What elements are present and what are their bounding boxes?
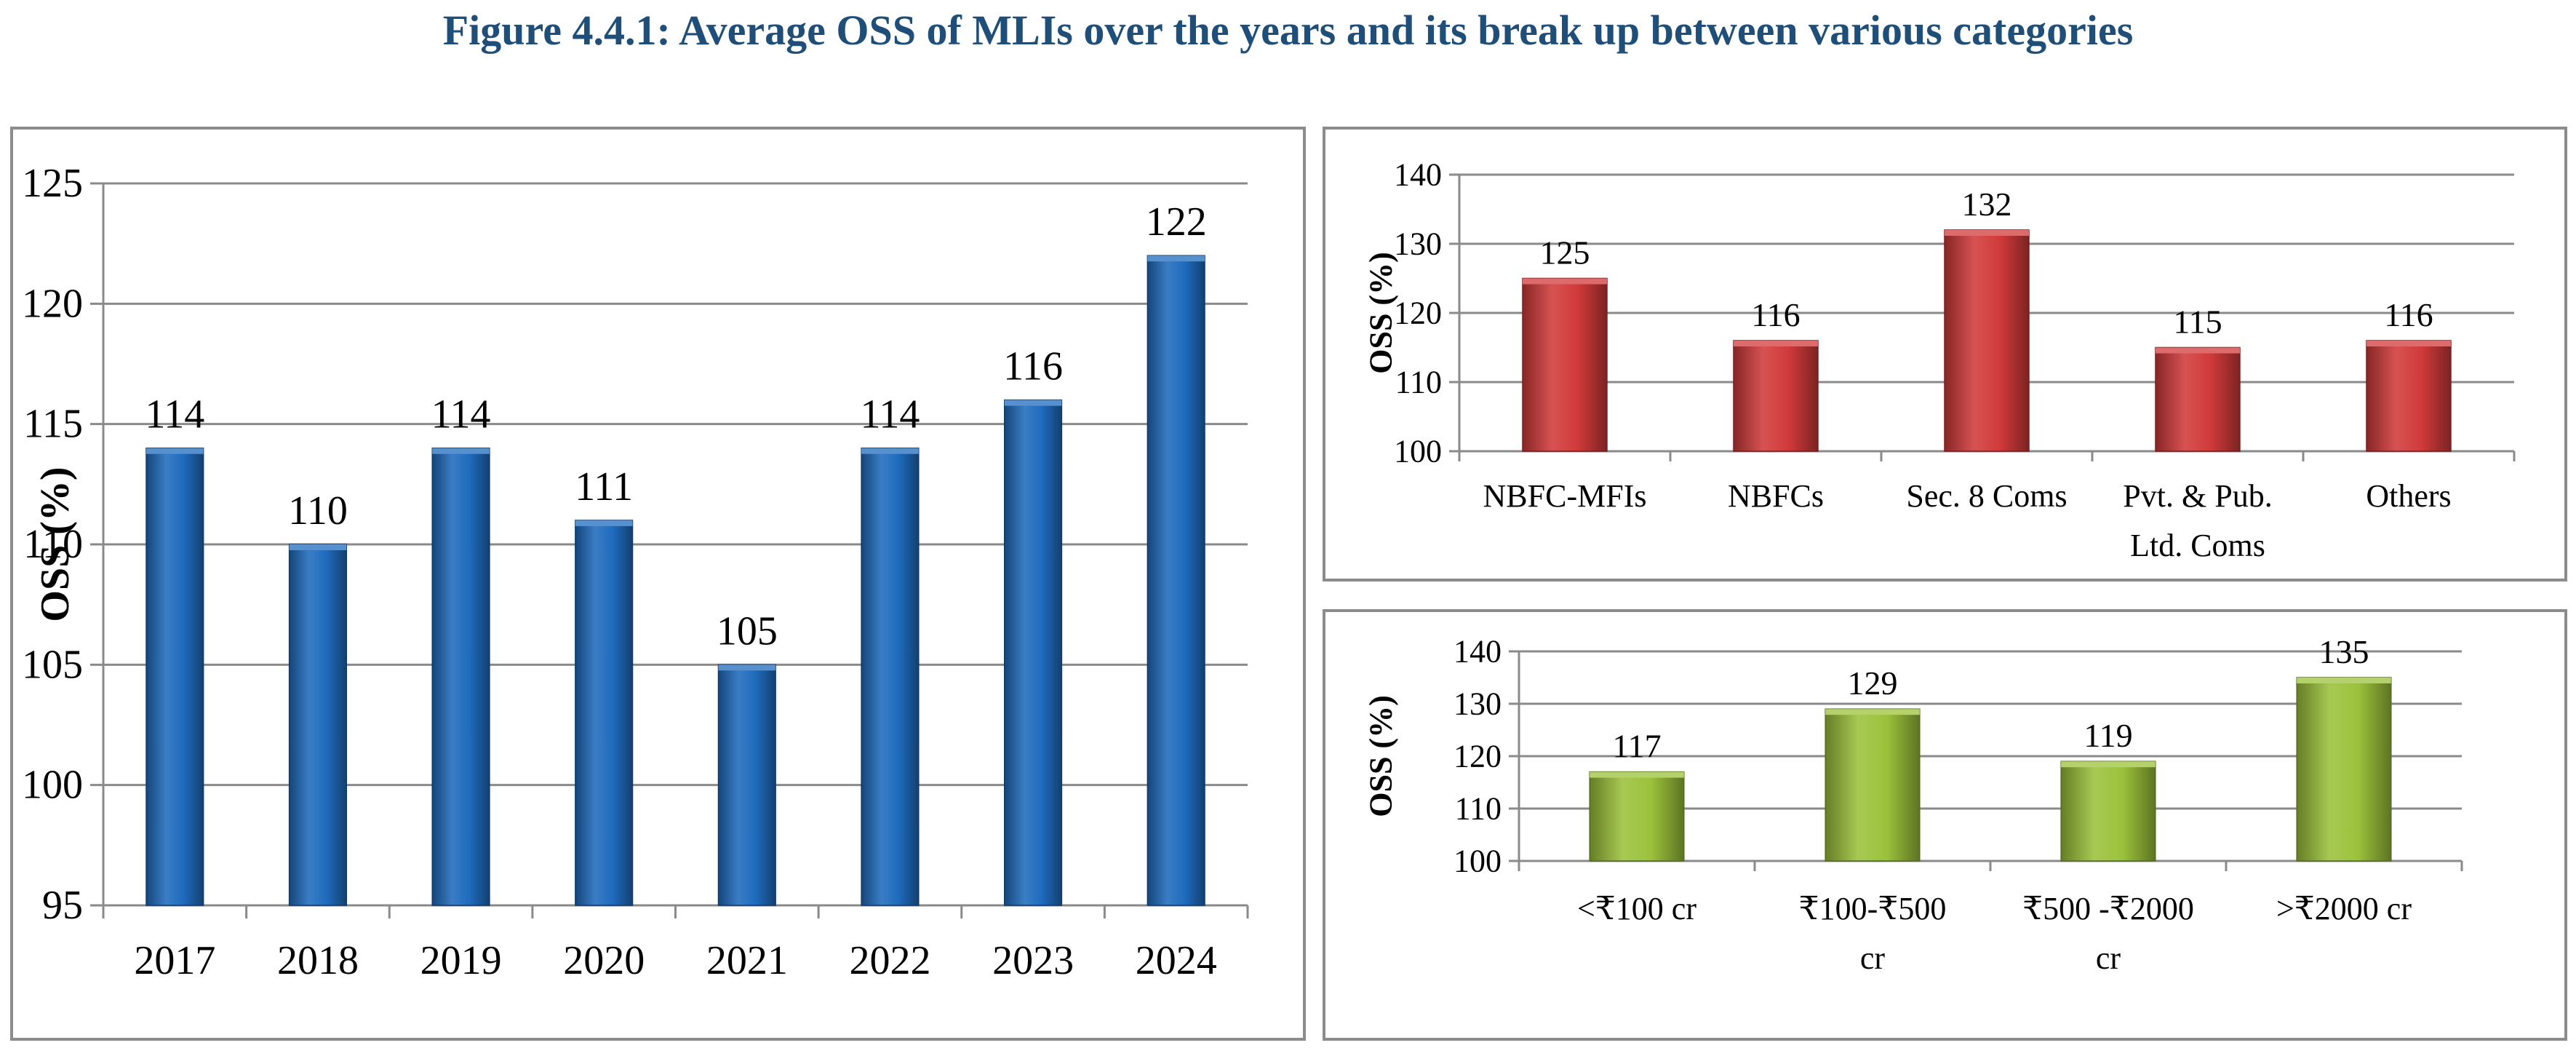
data-label: 129 [1848,664,1898,702]
chart-size: 100 110 120 130 140 OSS (%) 117 <₹100 cr 129 ₹100… [1363,633,2463,976]
y-tick-label: 130 [1394,226,1442,262]
chart-panel-years: 95 100 105 110 115 120 125 OSS (%) 114 2017 110 201… [10,127,1306,1041]
bar-years [145,447,204,906]
bar-highlight [1734,341,1818,346]
bar-highlight [718,664,776,671]
bar-highlight [289,544,347,550]
x-category-label: 2023 [992,938,1074,983]
x-category-label: 2017 [134,938,215,983]
y-axis-title: OSS (%) [1363,252,1399,373]
bar-years [861,447,920,906]
data-label: 110 [288,488,348,533]
data-label: 117 [1612,728,1661,765]
bar-highlight [1147,255,1205,262]
y-axis-title: OSS (%) [1363,695,1399,817]
x-category-label: <₹100 cr [1577,891,1696,926]
bar-highlight [861,448,919,454]
y-tick-label: 115 [23,402,83,447]
data-label: 122 [1146,199,1207,245]
bar-category [1733,340,1819,452]
x-category-label: cr [2096,940,2121,976]
bar-years [717,664,776,906]
bar-highlight [1590,771,1684,778]
bar-size [1825,708,1921,862]
figure-title: Figure 4.4.1: Average OSS of MLIs over t… [442,7,2134,54]
x-category-label: 2021 [706,938,788,983]
data-label: 114 [431,392,491,437]
data-label: 116 [1751,296,1800,333]
chart-panel-size: 100 110 120 130 140 OSS (%) 117 <₹100 cr 129 ₹100… [1323,609,2567,1041]
bar-size [2060,761,2156,862]
bar-years [431,447,490,906]
y-tick-label: 105 [22,642,83,687]
y-tick-label: 110 [1455,791,1502,827]
x-category-label: Others [2366,478,2451,514]
bar-category [1522,277,1608,452]
y-tick-label: 140 [1454,634,1502,670]
bar-category [1944,229,2030,452]
bar-highlight [2366,341,2451,346]
bar-size [1589,771,1685,862]
data-label: 115 [2173,303,2222,341]
data-label: 119 [2083,717,2132,754]
y-tick-label: 100 [1454,843,1502,879]
y-tick-label: 100 [22,763,83,808]
x-category-label: 2020 [563,938,645,983]
y-tick-label: 130 [1454,686,1502,722]
y-tick-label: 110 [1395,365,1442,400]
data-label: 114 [145,392,204,437]
x-category-label: ₹100-₹500 [1799,891,1947,926]
bar-highlight [2297,678,2391,683]
data-label: 132 [1962,186,2012,223]
x-category-label: NBFC-MFIs [1483,478,1647,514]
chart-category: 100 110 120 130 140 OSS (%) 125 NBFC-MFIs 116 NBF… [1363,157,2516,563]
y-tick-label: 120 [22,281,83,326]
y-tick-label: 100 [1394,434,1442,469]
x-category-label: NBFCs [1728,478,1824,514]
x-category-label: 2019 [420,938,502,983]
bar-highlight [1825,709,1920,715]
bar-highlight [1004,400,1062,406]
x-category-label: 2022 [849,938,930,983]
data-label: 114 [860,392,920,437]
data-label: 135 [2319,633,2369,670]
x-category-label: Pvt. & Pub. [2123,478,2272,514]
data-label: 116 [1003,344,1063,389]
data-label: 105 [717,608,778,654]
bar-category [2155,346,2241,452]
bar-highlight [145,448,204,454]
bar-years [1003,399,1063,906]
bar-years [1147,255,1205,906]
y-tick-label: 125 [22,161,83,206]
x-category-label: >₹2000 cr [2276,891,2412,926]
x-category-label: 2018 [277,938,359,983]
bar-years [288,544,348,906]
bar-size [2296,677,2392,862]
bar-highlight [575,520,633,526]
y-tick-label: 120 [1394,295,1442,331]
x-category-label: cr [1860,940,1886,976]
y-tick-label: 95 [42,883,83,928]
y-tick-label: 140 [1394,157,1442,193]
bar-years [575,520,634,906]
x-category-label: ₹500 -₹2000 [2022,891,2194,926]
bar-highlight [2156,347,2240,354]
y-tick-label: 110 [23,522,83,567]
data-label: 111 [575,464,633,509]
chart-years: 95 100 105 110 115 120 125 OSS (%) 114 2017 110 201… [22,161,1249,983]
y-tick-label: 120 [1454,739,1502,774]
bar-highlight [1945,230,2029,236]
x-category-label: Sec. 8 Coms [1906,478,2067,514]
data-label: 125 [1540,234,1590,271]
data-label: 116 [2384,296,2433,333]
x-category-label: Ltd. Coms [2130,528,2265,563]
bar-highlight [432,448,490,454]
bar-highlight [2061,761,2156,768]
bar-highlight [1523,278,1607,285]
y-axis-title: OSS (%) [33,467,78,622]
x-category-label: 2024 [1136,938,1217,983]
bar-category [2366,340,2452,452]
chart-panel-category: 100 110 120 130 140 OSS (%) 125 NBFC-MFIs 116 NBF… [1323,127,2567,581]
